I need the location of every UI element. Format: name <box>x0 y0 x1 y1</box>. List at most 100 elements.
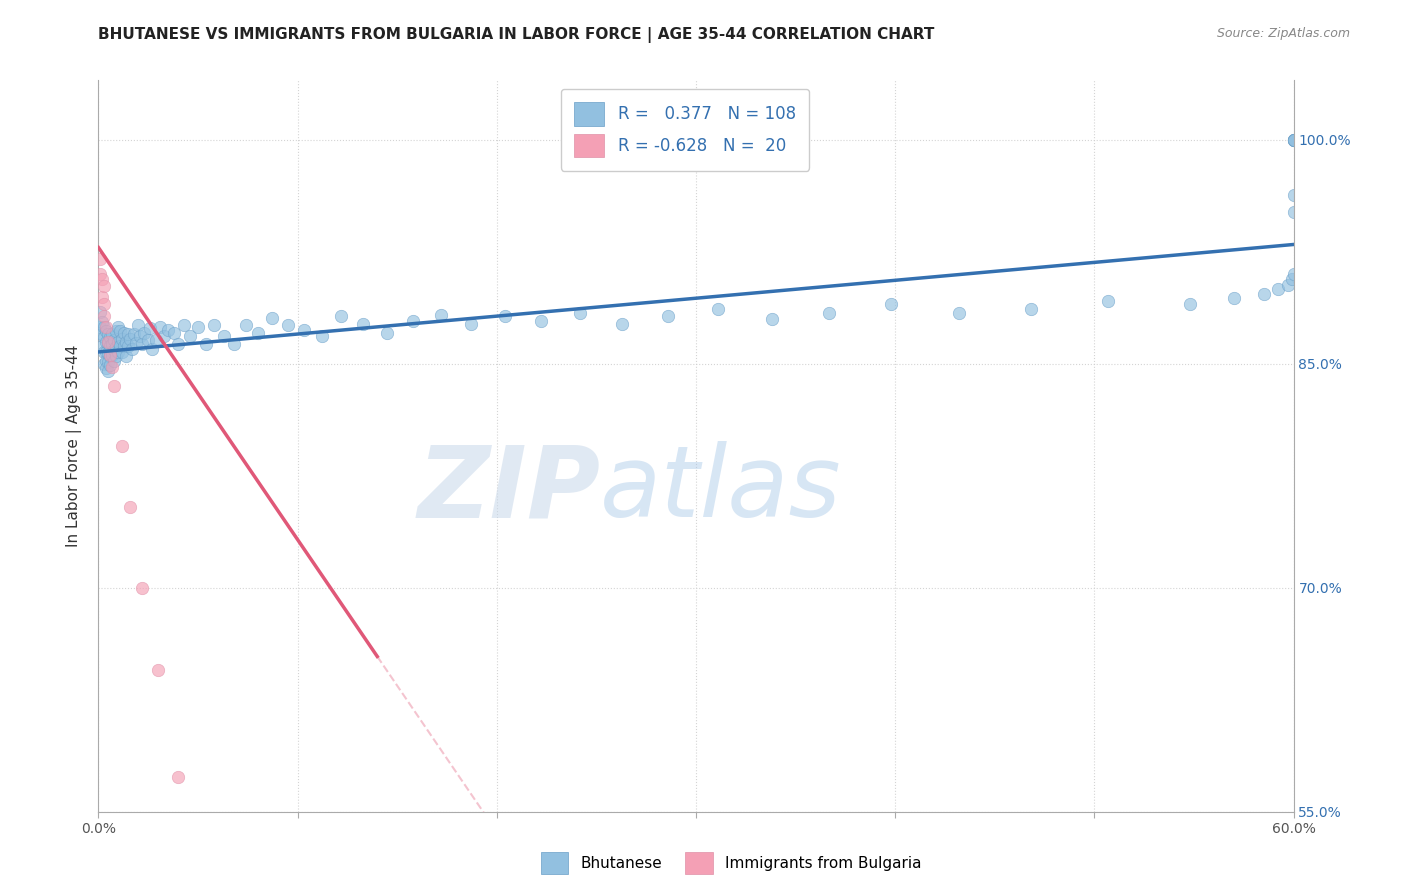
Point <box>1097 294 1119 309</box>
Point <box>179 328 201 343</box>
Point <box>1282 204 1305 219</box>
Point <box>127 318 149 332</box>
Point <box>260 310 283 325</box>
Text: BHUTANESE VS IMMIGRANTS FROM BULGARIA IN LABOR FORCE | AGE 35-44 CORRELATION CHA: BHUTANESE VS IMMIGRANTS FROM BULGARIA IN… <box>98 27 935 43</box>
Point <box>352 317 374 331</box>
Point <box>131 581 153 595</box>
Point <box>136 333 159 347</box>
Point <box>97 326 120 341</box>
Point <box>612 317 634 331</box>
Point <box>212 328 235 343</box>
Point <box>129 328 152 343</box>
Point <box>157 322 180 336</box>
Point <box>93 319 115 334</box>
Point <box>91 315 114 329</box>
Point <box>96 324 118 338</box>
Point <box>89 304 111 318</box>
Point <box>202 318 225 332</box>
Point <box>91 290 114 304</box>
Point <box>125 336 148 351</box>
Point <box>91 272 114 286</box>
Point <box>1277 277 1299 292</box>
Point <box>430 308 453 322</box>
Point <box>124 326 146 341</box>
Point <box>818 306 841 320</box>
Point <box>761 312 783 326</box>
Point <box>93 345 115 359</box>
Point <box>1222 291 1246 305</box>
Point <box>880 297 903 311</box>
Point <box>100 339 122 353</box>
Point <box>96 319 118 334</box>
Point <box>153 328 176 343</box>
Point <box>107 319 129 334</box>
Point <box>105 324 128 338</box>
Point <box>96 354 118 368</box>
Point <box>110 324 132 338</box>
Point <box>91 326 114 341</box>
Point <box>100 350 122 364</box>
Text: atlas: atlas <box>600 442 842 539</box>
Point <box>187 815 209 830</box>
Point <box>97 364 120 378</box>
Point <box>131 337 153 351</box>
Point <box>115 334 138 349</box>
Y-axis label: In Labor Force | Age 35-44: In Labor Force | Age 35-44 <box>66 345 83 547</box>
Point <box>1267 282 1289 296</box>
Point <box>93 279 115 293</box>
Point <box>1282 133 1305 147</box>
Point <box>375 326 398 340</box>
Point <box>191 830 214 844</box>
Point <box>96 361 118 376</box>
Point <box>89 319 111 334</box>
Point <box>117 326 139 341</box>
Point <box>222 337 245 351</box>
Point <box>89 252 111 267</box>
Point <box>657 309 679 323</box>
Point <box>101 348 124 362</box>
Point <box>121 342 143 356</box>
Point <box>107 345 129 359</box>
Point <box>277 318 299 332</box>
Point <box>93 330 115 344</box>
Point <box>494 309 516 323</box>
Point <box>1253 286 1275 301</box>
Point <box>1282 133 1305 147</box>
Point <box>107 334 129 349</box>
Point <box>97 336 120 351</box>
Point <box>330 309 353 323</box>
Point <box>100 348 122 362</box>
Point <box>292 322 315 336</box>
Point <box>100 359 122 373</box>
Point <box>707 301 730 316</box>
Point <box>402 313 425 327</box>
Point <box>1282 133 1305 147</box>
Point <box>183 820 205 834</box>
Point <box>103 379 125 393</box>
Point <box>117 339 139 353</box>
Point <box>569 306 592 320</box>
Point <box>103 343 125 358</box>
Point <box>93 309 115 323</box>
Point <box>167 771 190 785</box>
Point <box>948 306 970 320</box>
Point <box>167 337 190 351</box>
Point <box>93 297 115 311</box>
Point <box>235 318 257 332</box>
Point <box>1282 133 1305 147</box>
Point <box>110 339 132 353</box>
Text: Source: ZipAtlas.com: Source: ZipAtlas.com <box>1216 27 1350 40</box>
Point <box>112 326 135 340</box>
Point <box>149 319 172 334</box>
Point <box>101 326 124 341</box>
Point <box>1019 301 1042 316</box>
Point <box>105 350 128 364</box>
Point <box>103 333 125 347</box>
Point <box>1281 272 1303 286</box>
Point <box>111 439 134 453</box>
Legend: R =   0.377   N = 108, R = -0.628   N =  20: R = 0.377 N = 108, R = -0.628 N = 20 <box>561 88 808 170</box>
Point <box>93 357 115 371</box>
Point <box>1282 133 1305 147</box>
Point <box>173 318 195 332</box>
Point <box>1282 188 1305 202</box>
